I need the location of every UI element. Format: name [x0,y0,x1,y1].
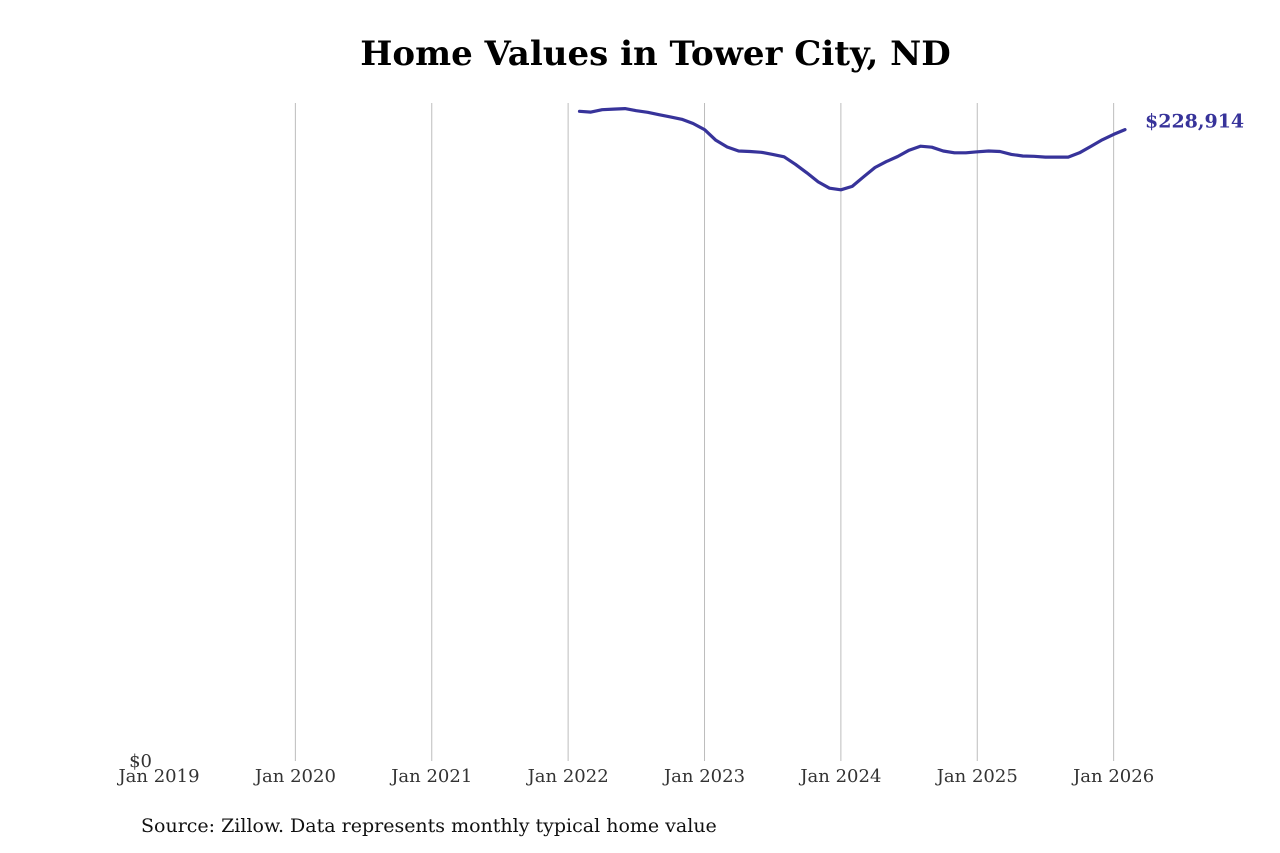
x-tick-label: Jan 2023 [662,766,745,787]
x-tick-label: Jan 2025 [935,766,1018,787]
x-tick-label: Jan 2019 [116,766,199,787]
y-tick-label: $0 [129,751,152,772]
x-tick-label: Jan 2021 [389,766,472,787]
end-value-label: $228,914 [1145,111,1244,133]
source-caption: Source: Zillow. Data represents monthly … [141,815,717,837]
gridlines [294,103,1115,761]
x-tick-label: Jan 2026 [1071,766,1154,787]
chart-title: Home Values in Tower City, ND [360,34,951,74]
data-series [577,107,1127,192]
end-value-labels: $228,914 [1145,111,1244,133]
x-axis-tick-labels: Jan 2019 Jan 2020 Jan 2021 Jan 2022 Jan 2023… [116,766,1154,787]
x-tick-label: Jan 2022 [526,766,609,787]
x-tick-label: Jan 2020 [253,766,336,787]
y-axis-tick-labels: $0 [129,751,152,772]
series-line [577,107,1127,192]
x-tick-label: Jan 2024 [798,766,881,787]
